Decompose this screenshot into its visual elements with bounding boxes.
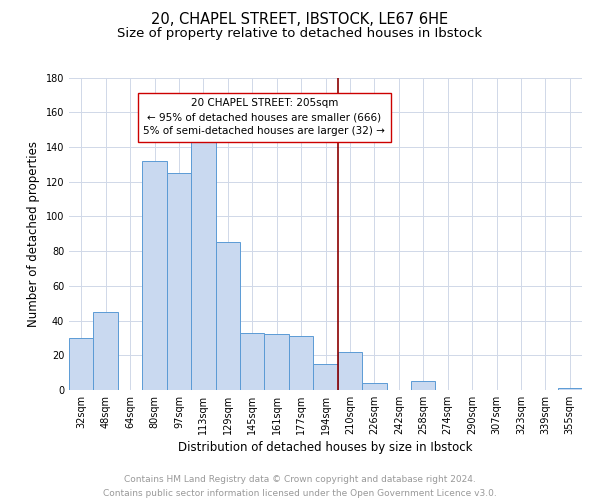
Bar bbox=[69, 338, 94, 390]
Text: 20, CHAPEL STREET, IBSTOCK, LE67 6HE: 20, CHAPEL STREET, IBSTOCK, LE67 6HE bbox=[151, 12, 449, 28]
Bar bbox=[94, 312, 118, 390]
X-axis label: Distribution of detached houses by size in Ibstock: Distribution of detached houses by size … bbox=[178, 441, 473, 454]
Bar bbox=[142, 161, 167, 390]
Bar bbox=[215, 242, 240, 390]
Text: 20 CHAPEL STREET: 205sqm
← 95% of detached houses are smaller (666)
5% of semi-d: 20 CHAPEL STREET: 205sqm ← 95% of detach… bbox=[143, 98, 385, 136]
Bar bbox=[167, 173, 191, 390]
Bar bbox=[191, 133, 215, 390]
Bar bbox=[362, 383, 386, 390]
Bar bbox=[338, 352, 362, 390]
Bar bbox=[240, 332, 265, 390]
Bar bbox=[557, 388, 582, 390]
Bar bbox=[411, 382, 436, 390]
Bar bbox=[265, 334, 289, 390]
Text: Contains HM Land Registry data © Crown copyright and database right 2024.
Contai: Contains HM Land Registry data © Crown c… bbox=[103, 476, 497, 498]
Bar bbox=[289, 336, 313, 390]
Bar bbox=[313, 364, 338, 390]
Y-axis label: Number of detached properties: Number of detached properties bbox=[27, 141, 40, 327]
Text: Size of property relative to detached houses in Ibstock: Size of property relative to detached ho… bbox=[118, 28, 482, 40]
